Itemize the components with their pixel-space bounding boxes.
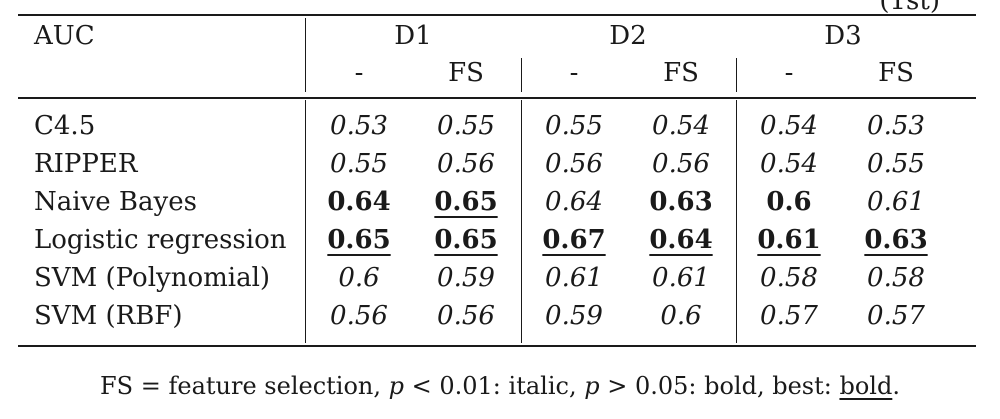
table-cell: 0.56 — [545, 149, 603, 179]
table-cell: 0.55 — [330, 149, 388, 179]
table-cell: 0.61 — [757, 225, 821, 255]
table-cell: 0.56 — [437, 301, 495, 331]
column-divider — [305, 100, 307, 343]
table-cell: 0.54 — [760, 149, 818, 179]
dataset-header-d1: D1 — [394, 21, 432, 51]
table-cell: 0.55 — [867, 149, 925, 179]
table-cell: 0.53 — [867, 111, 925, 141]
column-divider — [736, 58, 738, 92]
subcol-header-d1-fs: FS — [448, 58, 484, 88]
clipped-top-text: (1st) — [879, 0, 940, 16]
table-cell: 0.59 — [545, 301, 603, 331]
dataset-header-d2: D2 — [609, 21, 647, 51]
footnote-prefix: FS = feature selection, — [100, 372, 389, 400]
subcol-header-d3-fs: FS — [878, 58, 914, 88]
table-header-rule — [18, 97, 976, 99]
footnote-bold-rule: > 0.05: bold, best: — [599, 372, 840, 400]
row-label: Naive Bayes — [34, 187, 197, 217]
table-cell: 0.65 — [434, 225, 498, 255]
footnote-p-variable: p — [388, 372, 404, 400]
table-cell: 0.53 — [330, 111, 388, 141]
table-cell: 0.58 — [760, 263, 818, 293]
column-divider — [736, 100, 738, 343]
table-cell: 0.56 — [652, 149, 710, 179]
subcol-header-d1-base: - — [354, 58, 364, 88]
table-cell: 0.65 — [327, 225, 391, 255]
dataset-header-d3: D3 — [824, 21, 862, 51]
footnote-italic-rule: < 0.01: italic, — [404, 372, 585, 400]
table-cell: 0.54 — [652, 111, 710, 141]
table-cell: 0.61 — [545, 263, 603, 293]
table-cell: 0.64 — [649, 225, 713, 255]
table-cell: 0.56 — [437, 149, 495, 179]
row-label: RIPPER — [34, 149, 138, 179]
table-cell: 0.61 — [867, 187, 925, 217]
table-cell: 0.56 — [330, 301, 388, 331]
footnote-p-variable: p — [584, 372, 600, 400]
table-cell: 0.58 — [867, 263, 925, 293]
table-cell: 0.61 — [652, 263, 710, 293]
column-divider — [305, 18, 307, 92]
row-label: C4.5 — [34, 111, 96, 141]
table-cell: 0.6 — [338, 263, 380, 293]
table-cell: 0.57 — [867, 301, 925, 331]
table-cell: 0.6 — [766, 187, 812, 217]
table-cell: 0.63 — [649, 187, 713, 217]
table-top-rule — [18, 14, 976, 16]
table-cell: 0.54 — [760, 111, 818, 141]
table-bottom-rule — [18, 345, 976, 347]
table-cell: 0.65 — [434, 187, 498, 217]
table-cell: 0.55 — [545, 111, 603, 141]
row-label: SVM (RBF) — [34, 301, 183, 331]
subcol-header-d3-base: - — [784, 58, 794, 88]
table-cell: 0.6 — [660, 301, 702, 331]
row-label: SVM (Polynomial) — [34, 263, 271, 293]
table-cell: 0.64 — [545, 187, 603, 217]
table-footnote: FS = feature selection, p < 0.01: italic… — [0, 372, 1000, 400]
table-cell: 0.63 — [864, 225, 928, 255]
subcol-header-d2-fs: FS — [663, 58, 699, 88]
table-cell: 0.57 — [760, 301, 818, 331]
table-cell: 0.64 — [327, 187, 391, 217]
row-label: Logistic regression — [34, 225, 287, 255]
corner-label: AUC — [34, 21, 95, 51]
footnote-end: . — [892, 372, 900, 400]
column-divider — [521, 100, 523, 343]
table-cell: 0.55 — [437, 111, 495, 141]
footnote-best-marker: bold — [839, 372, 893, 400]
table-cell: 0.59 — [437, 263, 495, 293]
subcol-header-d2-base: - — [569, 58, 579, 88]
column-divider — [521, 58, 523, 92]
table-cell: 0.67 — [542, 225, 606, 255]
